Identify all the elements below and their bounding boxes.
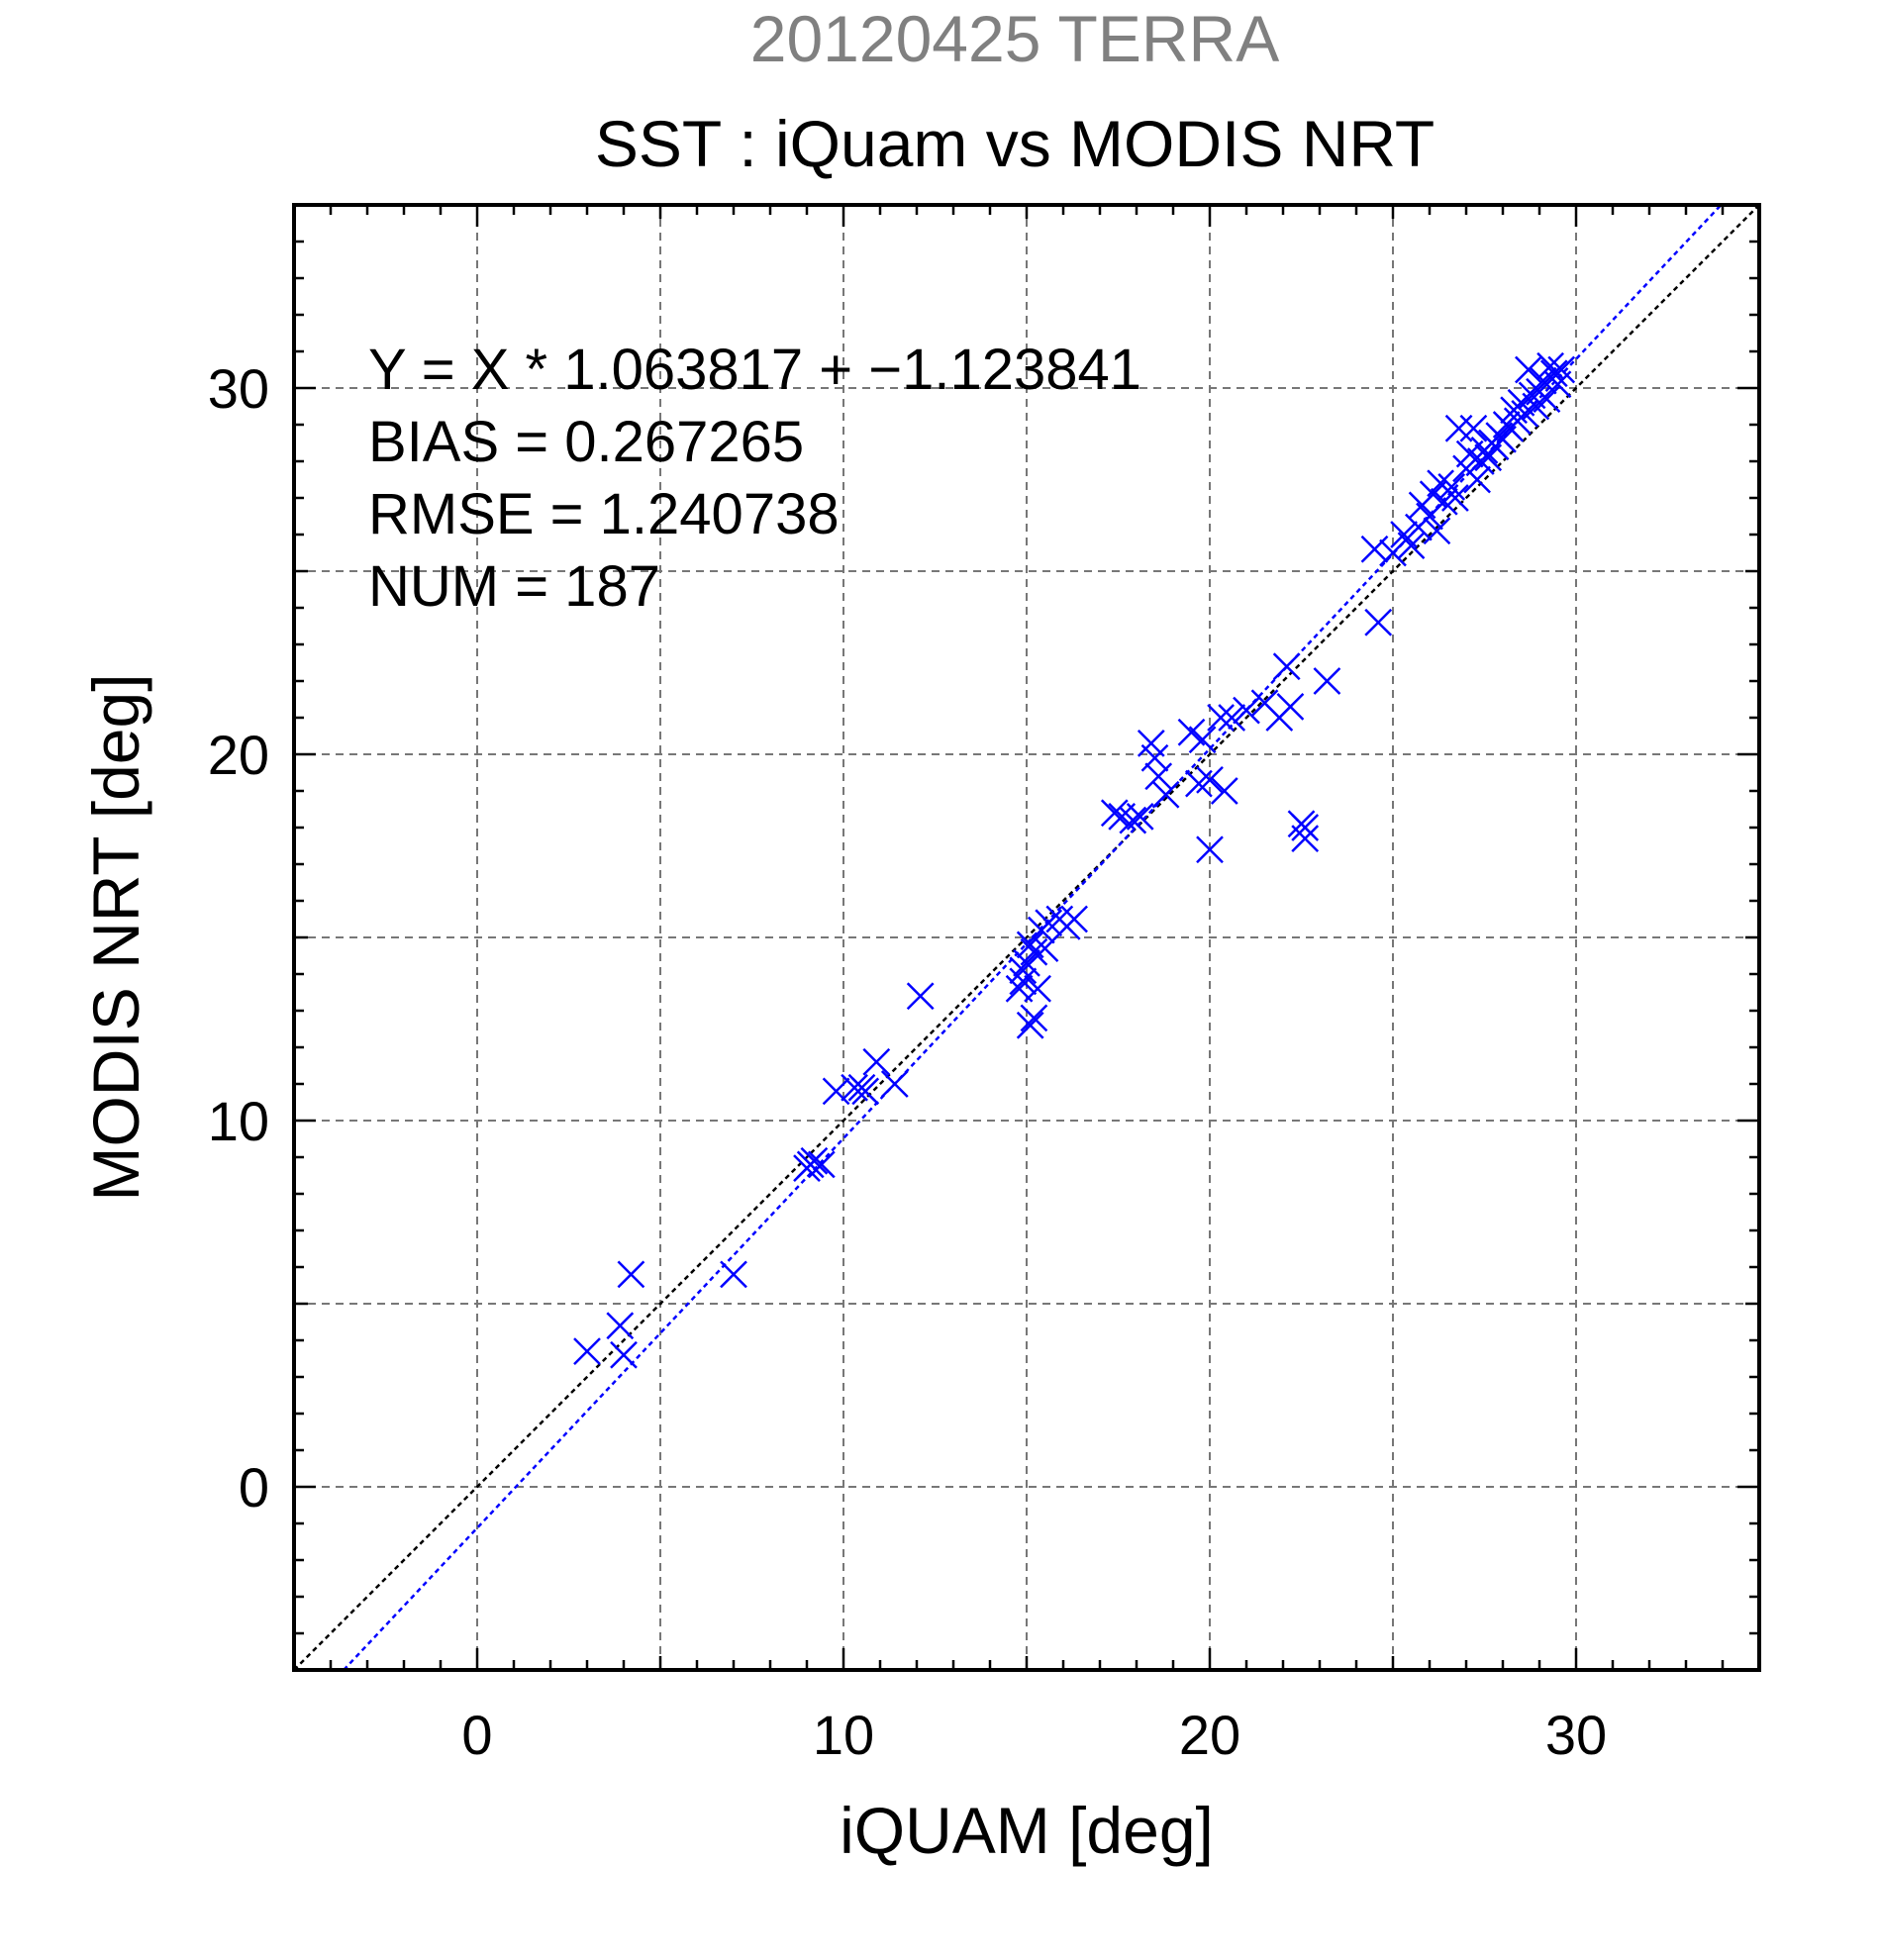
data-point	[1020, 937, 1048, 966]
data-point	[822, 1077, 850, 1106]
data-point	[606, 1312, 635, 1340]
data-point	[841, 1073, 868, 1102]
grid	[294, 205, 1759, 1670]
data-point	[1210, 777, 1238, 805]
data-point	[851, 1077, 880, 1106]
y-tick-label: 20	[208, 724, 269, 786]
y-tick-label: 0	[239, 1456, 269, 1519]
data-point	[1140, 743, 1169, 772]
stats-annotation: Y = X * 1.063817 + −1.123841 BIAS = 0.26…	[368, 338, 1141, 619]
data-point	[610, 1340, 638, 1369]
data-point	[1379, 539, 1407, 567]
y-tick-labels: 0 10 20 30	[208, 357, 269, 1519]
x-tick-label: 20	[1179, 1704, 1240, 1766]
data-point	[1430, 487, 1458, 516]
data-point	[720, 1260, 747, 1289]
data-point	[906, 982, 935, 1011]
data-point	[1547, 355, 1576, 384]
data-point	[1185, 769, 1213, 798]
data-point	[1233, 696, 1260, 725]
data-point	[1151, 780, 1180, 809]
data-point	[1218, 704, 1246, 732]
x-axis-label: iQUAM [deg]	[840, 1794, 1214, 1867]
data-points	[573, 351, 1576, 1369]
data-point	[1196, 766, 1224, 794]
data-point	[1009, 956, 1038, 985]
data-point	[800, 1146, 829, 1175]
y-axis-label: MODIS NRT [deg]	[79, 673, 152, 1201]
data-point	[1031, 934, 1059, 962]
data-point	[1423, 517, 1451, 545]
data-point	[807, 1150, 836, 1179]
data-point	[1100, 799, 1129, 828]
data-point	[1533, 385, 1561, 413]
data-point	[1276, 693, 1305, 721]
data-point	[1009, 967, 1038, 996]
chart-title: 20120425 TERRA	[750, 2, 1279, 75]
data-point	[1119, 806, 1147, 834]
data-point	[1020, 1004, 1048, 1032]
data-point	[1126, 803, 1154, 831]
x-tick-label: 10	[813, 1704, 874, 1766]
data-point	[1463, 465, 1491, 494]
data-point	[1024, 974, 1051, 1003]
data-point	[1437, 473, 1466, 501]
identity-line	[293, 204, 1760, 1671]
data-point	[1441, 484, 1469, 512]
chart-subtitle: SST : iQuam vs MODIS NRT	[595, 107, 1435, 180]
data-point	[1188, 726, 1217, 754]
fit-equation: Y = X * 1.063817 + −1.123841	[368, 338, 1141, 402]
x-tick-label: 0	[461, 1704, 492, 1766]
data-point	[1360, 535, 1389, 563]
data-point	[1144, 762, 1173, 791]
data-point	[1536, 351, 1564, 380]
data-point	[1364, 608, 1393, 637]
y-tick-label: 10	[208, 1090, 269, 1152]
data-point	[1016, 1011, 1044, 1039]
data-point	[1291, 825, 1320, 852]
x-tick-label: 30	[1545, 1704, 1607, 1766]
x-tick-labels: 0 10 20 30	[461, 1704, 1607, 1766]
data-point	[1459, 414, 1488, 442]
data-point	[1539, 359, 1568, 388]
data-point	[880, 1070, 909, 1098]
data-point	[1444, 414, 1473, 442]
data-point	[573, 1337, 601, 1365]
data-point	[1313, 667, 1341, 695]
y-tick-label: 30	[208, 357, 269, 420]
axis-ticks	[292, 203, 1761, 1672]
data-point	[1272, 652, 1301, 681]
data-point	[1060, 905, 1088, 933]
data-point	[1196, 835, 1224, 864]
data-point	[1035, 909, 1063, 937]
bias-stat: BIAS = 0.267265	[368, 410, 804, 474]
rmse-stat: RMSE = 1.240738	[368, 482, 840, 546]
data-point	[1291, 814, 1320, 841]
data-point	[1397, 532, 1426, 559]
num-stat: NUM = 187	[368, 554, 660, 619]
data-point	[862, 1047, 891, 1076]
data-point	[1207, 704, 1235, 732]
data-point	[617, 1260, 645, 1289]
